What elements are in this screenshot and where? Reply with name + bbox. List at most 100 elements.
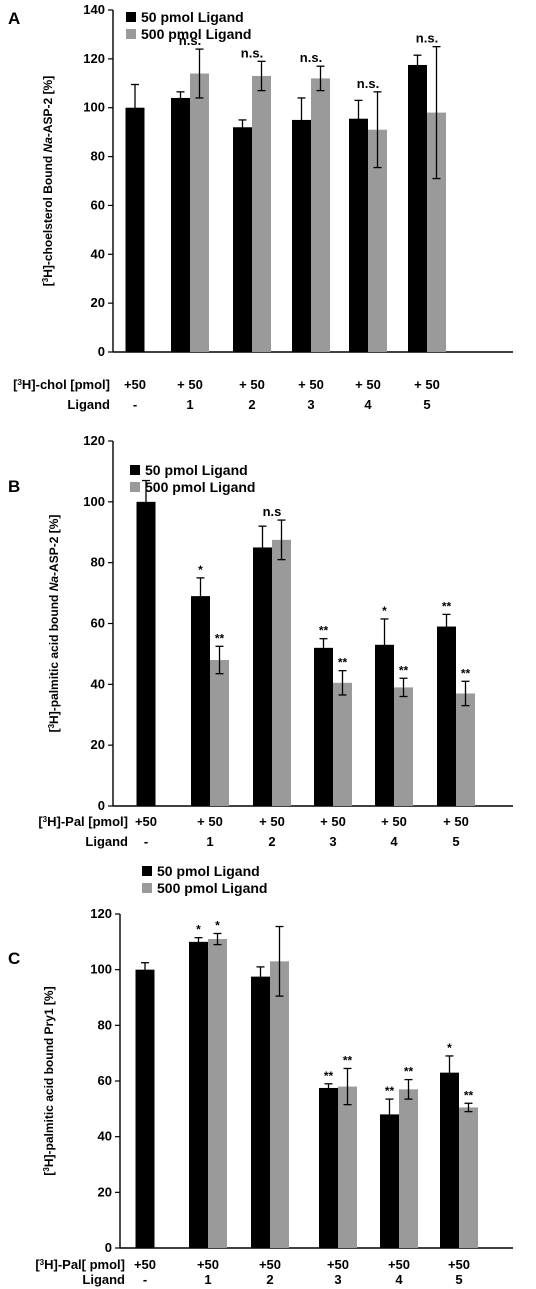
dose-value: + 50 xyxy=(320,814,346,829)
bar xyxy=(375,644,394,806)
bar xyxy=(292,119,311,352)
bar xyxy=(272,539,291,806)
y-tick-label: 80 xyxy=(91,555,105,570)
significance-stars: ** xyxy=(461,666,471,680)
bar xyxy=(270,961,289,1248)
dose-value: + 50 xyxy=(197,814,223,829)
y-axis-label: [3H]-choelsterol Bound Na-ASP-2 [%] xyxy=(41,76,56,286)
bar xyxy=(210,660,229,806)
significance-stars: ** xyxy=(324,1069,334,1083)
y-label-part: [ xyxy=(47,728,61,732)
y-tick-label: 80 xyxy=(98,1017,112,1032)
row-label-superscript: 3 xyxy=(40,1258,45,1267)
significance-annotation: n.s. xyxy=(241,45,263,60)
significance-annotation: n.s. xyxy=(300,50,322,65)
bar xyxy=(135,969,155,1248)
ligand-value: 3 xyxy=(334,1272,341,1287)
y-axis-label: [3H]-palmitic acid bound Pry1 [%] xyxy=(42,986,57,1175)
row-label-part: [ xyxy=(13,377,18,392)
significance-annotation: n.s. xyxy=(357,76,379,91)
dose-value: +50 xyxy=(135,814,157,829)
y-label-part: [ xyxy=(42,1172,56,1176)
legend-swatch xyxy=(142,866,152,876)
row-label-superscript: 3 xyxy=(43,815,48,824)
y-tick-label: 120 xyxy=(83,51,105,66)
legend-label: 500 pmol Ligand xyxy=(141,26,251,42)
legend-swatch xyxy=(130,465,140,475)
dose-value: +50 xyxy=(388,1257,410,1272)
row-label-part: Ligand xyxy=(85,834,128,849)
ligand-value: 4 xyxy=(395,1272,403,1287)
ligand-value: 2 xyxy=(248,397,255,412)
legend-swatch xyxy=(126,12,136,22)
significance-stars: ** xyxy=(319,624,329,638)
bar xyxy=(349,118,368,352)
bar xyxy=(408,64,427,352)
y-axis-label: [3H]-palmitic acid bound Na-ASP-2 [%] xyxy=(47,515,62,733)
ligand-value: - xyxy=(144,834,148,849)
y-tick-label: 120 xyxy=(90,906,112,921)
dose-value: + 50 xyxy=(239,377,265,392)
y-label-superscript: 3 xyxy=(41,277,50,282)
dose-value: + 50 xyxy=(355,377,381,392)
y-tick-label: 140 xyxy=(83,2,105,17)
y-label-part: H]-choelsterol Bound xyxy=(41,152,55,277)
significance-stars: ** xyxy=(464,1088,474,1102)
y-label-part: H]-palmitic acid bound Pry1 [%] xyxy=(42,986,56,1167)
y-tick-label: 100 xyxy=(83,100,105,115)
ligand-value: 5 xyxy=(423,397,430,412)
row-label: [3H]-Pal [pmol] xyxy=(38,814,128,829)
bar xyxy=(456,693,475,806)
bar xyxy=(189,941,208,1248)
bar xyxy=(319,1087,338,1248)
ligand-value: 3 xyxy=(307,397,314,412)
ligand-value: 4 xyxy=(390,834,398,849)
y-tick-label: 0 xyxy=(98,344,105,359)
legend-label: 500 pmol Ligand xyxy=(157,880,267,896)
y-tick-label: 40 xyxy=(91,676,105,691)
ligand-value: 2 xyxy=(266,1272,273,1287)
significance-stars: * xyxy=(382,604,387,618)
bar xyxy=(125,107,145,352)
panel-letter: A xyxy=(8,9,20,28)
ligand-value: 3 xyxy=(329,834,336,849)
bar xyxy=(338,1086,357,1248)
legend-label: 50 pmol Ligand xyxy=(141,9,244,25)
legend-swatch xyxy=(142,883,152,893)
significance-stars: * xyxy=(198,563,203,577)
dose-value: +50 xyxy=(197,1257,219,1272)
y-label-part: [ xyxy=(41,282,55,286)
row-label-part: [ xyxy=(35,1257,40,1272)
row-label: Ligand xyxy=(82,1272,125,1287)
y-tick-label: 80 xyxy=(91,149,105,164)
bar xyxy=(399,1089,418,1248)
dose-value: +50 xyxy=(134,1257,156,1272)
dose-value: + 50 xyxy=(259,814,285,829)
significance-stars: ** xyxy=(399,663,409,677)
bar xyxy=(253,547,272,806)
row-label-part: Ligand xyxy=(82,1272,125,1287)
bar xyxy=(208,939,227,1248)
bar xyxy=(251,976,270,1248)
significance-stars: ** xyxy=(404,1065,414,1079)
row-label-superscript: 3 xyxy=(17,378,22,387)
bar xyxy=(314,647,333,806)
y-label-part: -ASP-2 [%] xyxy=(47,515,61,576)
significance-annotation: n.s xyxy=(263,504,282,519)
significance-stars: ** xyxy=(338,656,348,670)
panel-letter: B xyxy=(8,477,20,496)
ligand-value: 5 xyxy=(452,834,459,849)
bar xyxy=(311,78,330,353)
dose-value: + 50 xyxy=(381,814,407,829)
bar xyxy=(437,626,456,806)
bar xyxy=(394,687,413,806)
bar xyxy=(136,501,156,806)
ligand-value: - xyxy=(143,1272,147,1287)
bar xyxy=(233,127,252,352)
significance-stars: ** xyxy=(343,1053,353,1067)
y-tick-label: 40 xyxy=(98,1129,112,1144)
ligand-value: 1 xyxy=(204,1272,211,1287)
row-label-part: [ xyxy=(38,814,43,829)
dose-value: + 50 xyxy=(443,814,469,829)
